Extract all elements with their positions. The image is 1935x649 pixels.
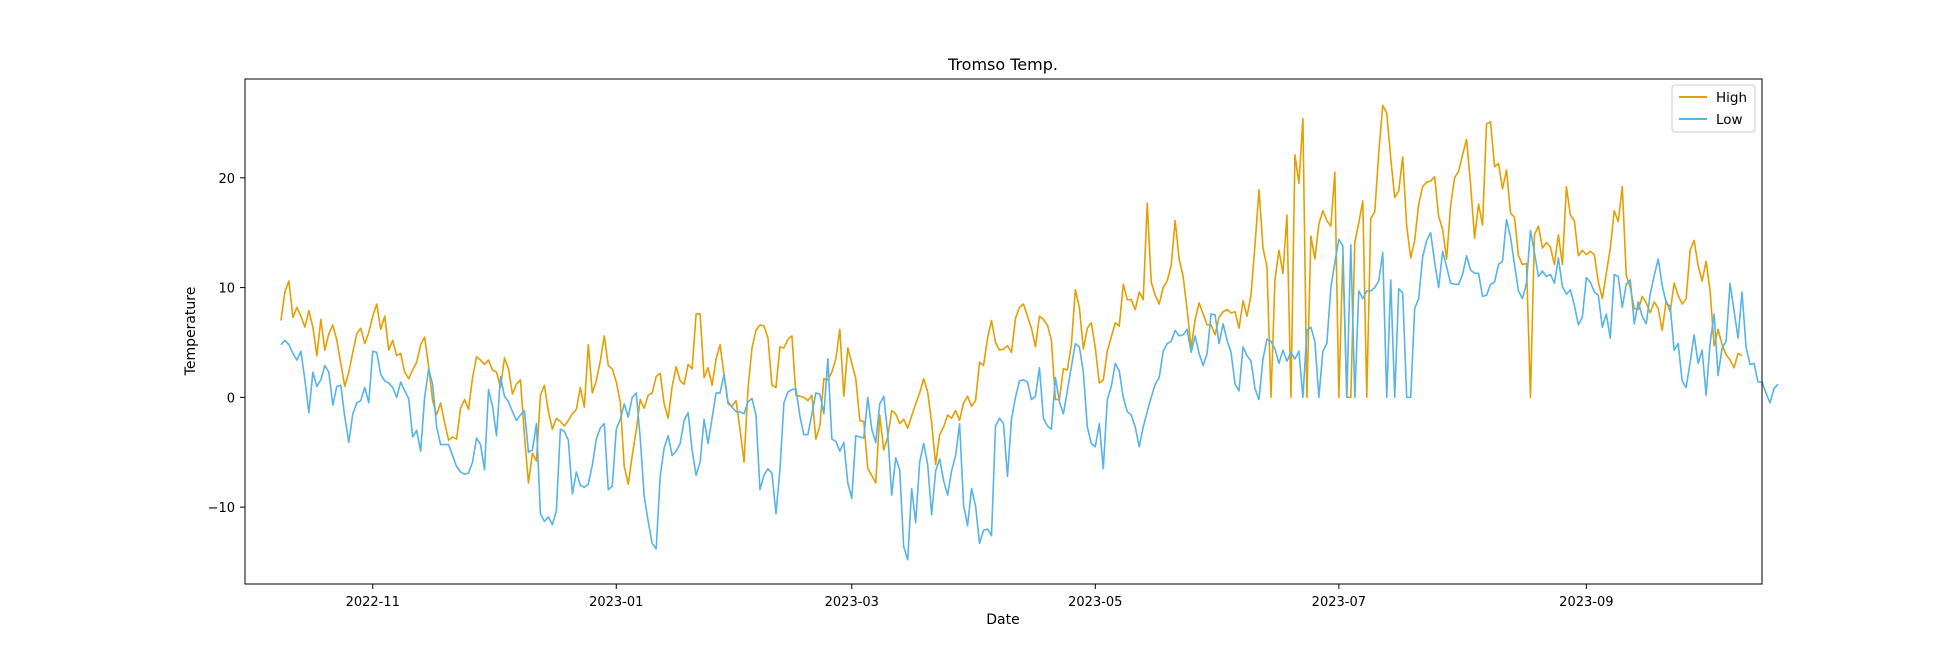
x-tick-label: 2023-09 — [1559, 595, 1613, 610]
x-tick-label: 2023-03 — [825, 595, 879, 610]
y-axis-ticks: −10 0 10 20 — [208, 172, 245, 516]
x-tick-label: 2023-05 — [1068, 595, 1122, 610]
x-tick-label: 2023-01 — [589, 595, 643, 610]
x-axis-ticks: 2022-11 2023-01 2023-03 2023-05 2023-07 2023-… — [346, 584, 1614, 610]
legend-label-high: High — [1716, 90, 1747, 106]
x-axis-label: Date — [986, 612, 1019, 628]
y-tick-label: 10 — [218, 282, 235, 297]
y-axis-label: Temperature — [183, 287, 199, 377]
y-tick-label: −10 — [208, 501, 235, 516]
series-lines — [280, 104, 1779, 561]
x-tick-label: 2022-11 — [346, 595, 400, 610]
legend: High Low — [1671, 84, 1756, 133]
series-line-high — [280, 104, 1743, 485]
y-tick-label: 0 — [227, 391, 235, 406]
series-line-low — [280, 218, 1779, 561]
chart-title: Tromso Temp. — [947, 55, 1058, 74]
legend-label-low: Low — [1716, 112, 1743, 128]
y-tick-label: 20 — [218, 172, 235, 187]
x-tick-label: 2023-07 — [1312, 595, 1366, 610]
plot-frame — [244, 78, 1763, 585]
